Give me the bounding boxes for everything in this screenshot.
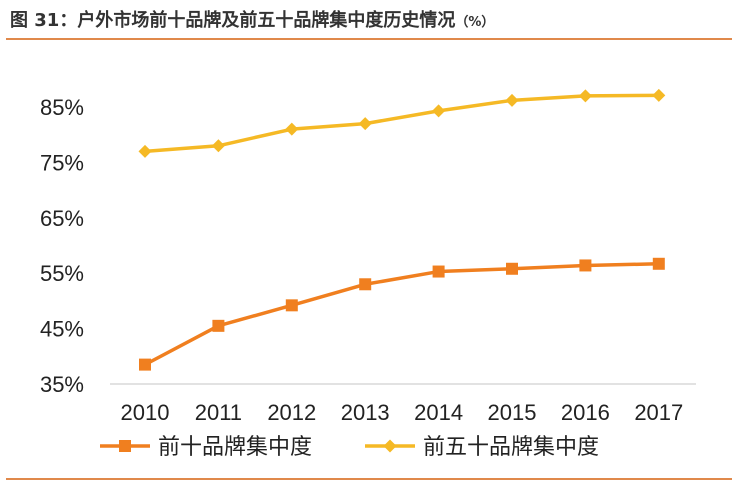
x-tick-label: 2017 [634, 400, 683, 425]
series-lines [138, 88, 666, 371]
data-point-diamond [432, 104, 446, 118]
legend-item: 前五十品牌集中度 [365, 435, 599, 460]
x-tick-labels: 2010 2011 2012 2013 2014 2015 2016 2017 [121, 400, 684, 425]
data-point-diamond [138, 144, 152, 158]
legend: 前十品牌集中度 前五十品牌集中度 [100, 435, 599, 460]
data-point-diamond [285, 122, 299, 136]
data-point-diamond [211, 139, 225, 153]
data-point-diamond [358, 117, 372, 131]
y-tick-labels: 35% 45% 55% 65% 75% 85% [40, 95, 84, 397]
x-tick-label: 2016 [561, 400, 610, 425]
bottom-divider [6, 478, 732, 480]
figure-label: 图 31： [10, 10, 78, 31]
y-tick-label: 75% [40, 150, 84, 175]
title-unit: （%） [455, 15, 495, 30]
data-point-diamond [652, 88, 666, 102]
y-tick-label: 55% [40, 261, 84, 286]
series-line-top50 [144, 93, 659, 154]
legend-item: 前十品牌集中度 [100, 435, 312, 460]
data-point-diamond [578, 89, 592, 103]
legend-label: 前五十品牌集中度 [423, 435, 599, 460]
legend-marker-square [119, 440, 131, 452]
y-tick-label: 45% [40, 317, 84, 342]
data-point-diamond [505, 93, 519, 107]
data-point-square [139, 358, 151, 371]
x-tick-label: 2012 [267, 400, 316, 425]
data-point-square [579, 259, 592, 272]
x-tick-label: 2014 [414, 400, 463, 425]
figure-title: 图 31：户外市场前十品牌及前五十品牌集中度历史情况（%） [10, 6, 494, 32]
series-line-top10 [144, 262, 659, 367]
y-tick-label: 35% [40, 372, 84, 397]
title-text: 户外市场前十品牌及前五十品牌集中度历史情况 [77, 10, 456, 31]
x-tick-label: 2013 [341, 400, 390, 425]
data-point-square [359, 278, 372, 291]
x-tick-label: 2010 [121, 400, 170, 425]
data-point-square [285, 299, 298, 312]
top-divider [6, 38, 732, 40]
x-tick-label: 2015 [488, 400, 537, 425]
y-tick-label: 85% [40, 95, 84, 120]
data-point-square [432, 265, 445, 278]
legend-marker-diamond [383, 439, 397, 453]
x-tick-label: 2011 [195, 400, 242, 425]
legend-label: 前十品牌集中度 [158, 435, 312, 460]
data-point-square [506, 262, 518, 275]
data-point-square [652, 257, 665, 270]
y-tick-label: 65% [40, 206, 84, 231]
data-point-square [212, 319, 225, 332]
